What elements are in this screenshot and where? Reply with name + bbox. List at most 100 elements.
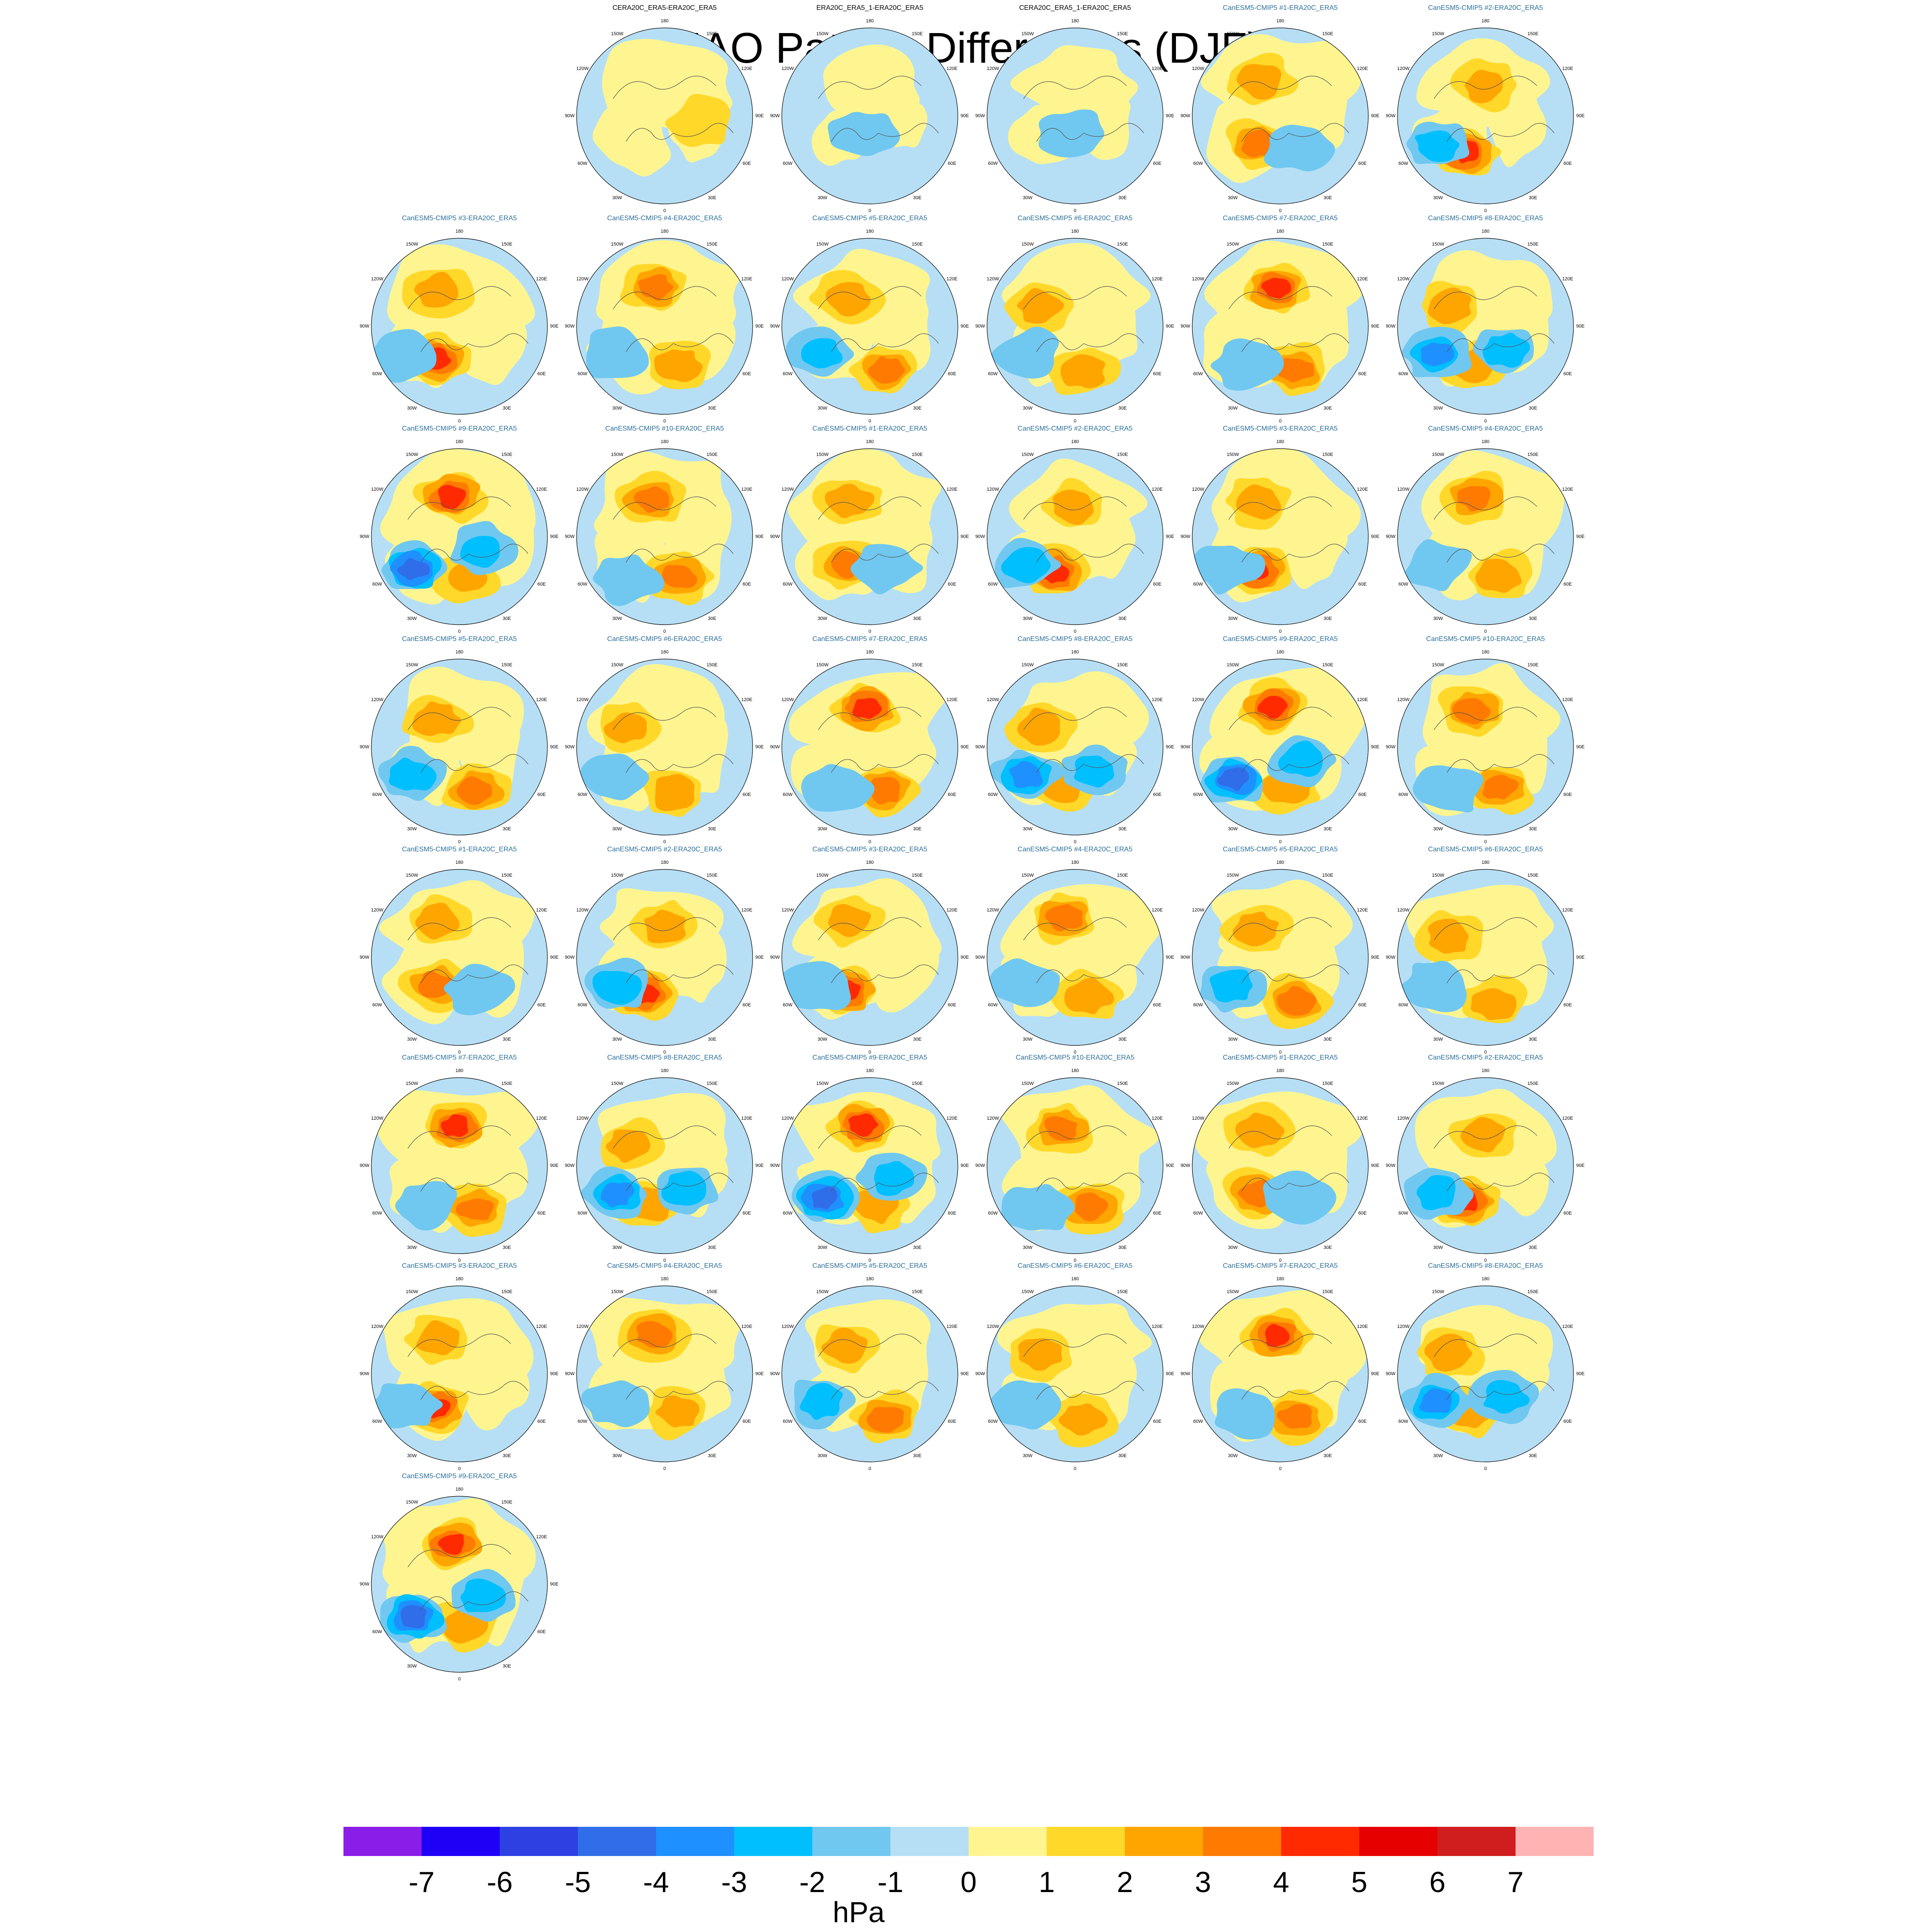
longitude-label: 60W [372, 581, 382, 587]
longitude-label: 60E [1153, 1002, 1162, 1008]
longitude-label: 0 [868, 208, 872, 213]
longitude-label: 150E [706, 872, 718, 878]
map-panel: CanESM5-CMIP5 #3-ERA20C_ERA5 180 150E 120E 9… [767, 846, 973, 1060]
contour-fill [638, 274, 674, 301]
longitude-label: 150W [816, 452, 829, 457]
longitude-label: 120E [741, 276, 753, 282]
longitude-label: 30E [1118, 406, 1127, 411]
longitude-label: 0 [868, 419, 872, 424]
longitude-label: 150W [1432, 241, 1444, 247]
longitude-label: 0 [1484, 1258, 1487, 1263]
contour-fill [852, 698, 882, 719]
longitude-label: 30W [1433, 1453, 1443, 1459]
longitude-label: 180 [1481, 1276, 1490, 1282]
longitude-label: 180 [866, 439, 874, 444]
map-panel: CanESM5-CMIP5 #9-ERA20C_ERA5 180 150E 120E 9… [356, 425, 562, 640]
map-panel: CERA20C_ERA5-ERA20C_ERA5 180 150E 120E 90E 60… [562, 4, 768, 219]
polar-map [781, 238, 958, 415]
longitude-label: 150W [816, 872, 829, 878]
coastline [613, 286, 734, 352]
contour-fill [1209, 969, 1253, 1002]
contour-fill [1236, 484, 1282, 519]
longitude-label: 120E [1151, 486, 1163, 492]
panel-title: CanESM5-CMIP5 #9-ERA20C_ERA5 [402, 1473, 517, 1480]
contour-fill [1235, 1112, 1285, 1148]
longitude-label: 150E [911, 662, 923, 668]
longitude-label: 60W [1398, 792, 1408, 797]
longitude-label: 60W [1193, 161, 1203, 166]
longitude-label: 60W [372, 1419, 382, 1424]
colorbar-tick-label: -2 [799, 1866, 826, 1899]
longitude-label: 90W [565, 955, 575, 960]
colorbar-swatch [500, 1827, 578, 1856]
longitude-label: 150W [406, 1499, 418, 1505]
map-panel: CanESM5-CMIP5 #4-ERA20C_ERA5 180 150E 120E 9… [562, 215, 768, 429]
contour-fill [395, 1181, 457, 1231]
longitude-label: 120W [1397, 66, 1410, 71]
coastline [407, 1125, 529, 1192]
longitude-label: 60W [1398, 1002, 1408, 1008]
colorbar-tick-label: -1 [877, 1866, 904, 1899]
longitude-label: 120W [1397, 1115, 1410, 1121]
polar-map [781, 27, 958, 204]
longitude-label: 180 [1276, 18, 1285, 24]
longitude-label: 180 [1071, 18, 1079, 24]
longitude-label: 60W [783, 1210, 793, 1216]
longitude-label: 180 [660, 1068, 669, 1073]
longitude-label: 180 [1276, 439, 1285, 444]
contour-fill [1416, 1175, 1456, 1210]
figure-title: NAO Pattern Differences (DJF) [670, 24, 1262, 72]
polar-map [371, 1077, 548, 1254]
longitude-label: 30E [708, 1453, 717, 1459]
longitude-label: 60W [1193, 371, 1203, 377]
polar-map [1397, 1077, 1574, 1254]
longitude-label: 120E [536, 276, 547, 282]
longitude-label: 90W [1385, 744, 1396, 750]
longitude-label: 150E [501, 1289, 513, 1294]
longitude-label: 150W [1227, 241, 1239, 247]
polar-map [371, 1496, 548, 1673]
longitude-label: 0 [1484, 419, 1487, 424]
coastline [1023, 707, 1144, 773]
longitude-label: 30E [1118, 195, 1127, 201]
colorbar-swatch [1516, 1827, 1594, 1856]
map-border [576, 659, 753, 835]
longitude-label: 120W [1192, 907, 1204, 913]
longitude-label: 150E [1527, 662, 1539, 668]
contour-fill [848, 1113, 878, 1137]
contour-fill [581, 1380, 650, 1428]
longitude-label: 60E [537, 371, 546, 377]
longitude-label: 120E [741, 907, 753, 913]
longitude-label: 0 [663, 1258, 666, 1263]
longitude-label: 180 [1071, 650, 1079, 655]
longitude-label: 30E [913, 1037, 922, 1042]
polar-map [1192, 238, 1369, 415]
longitude-label: 30E [708, 1037, 717, 1042]
longitude-label: 60E [742, 792, 751, 797]
contour-fill [1401, 960, 1467, 1012]
contour-fill [586, 326, 649, 378]
longitude-label: 0 [1279, 1050, 1282, 1055]
longitude-label: 30E [1323, 616, 1332, 622]
longitude-label: 60W [988, 792, 998, 797]
longitude-label: 150E [911, 872, 923, 878]
longitude-label: 120E [741, 697, 753, 702]
longitude-label: 150W [1432, 1081, 1444, 1086]
longitude-label: 30E [1528, 195, 1537, 201]
panel-title: CanESM5-CMIP5 #2-ERA20C_ERA5 [1428, 4, 1543, 12]
longitude-label: 120W [781, 697, 794, 702]
longitude-label: 60E [1358, 792, 1367, 797]
longitude-label: 0 [868, 1050, 872, 1055]
longitude-label: 120W [781, 1324, 794, 1329]
coastline [407, 707, 529, 773]
longitude-label: 150W [1021, 1081, 1034, 1086]
longitude-label: 90E [1166, 955, 1174, 960]
longitude-label: 0 [1484, 1050, 1487, 1055]
colorbar-tick-label: 5 [1351, 1866, 1367, 1899]
polar-map [1397, 238, 1574, 415]
polar-map [576, 238, 753, 415]
map-panel: CanESM5-CMIP5 #5-ERA20C_ERA5 180 150E 120E 9… [356, 635, 562, 850]
longitude-label: 60W [577, 1002, 587, 1008]
longitude-label: 60E [948, 161, 957, 166]
